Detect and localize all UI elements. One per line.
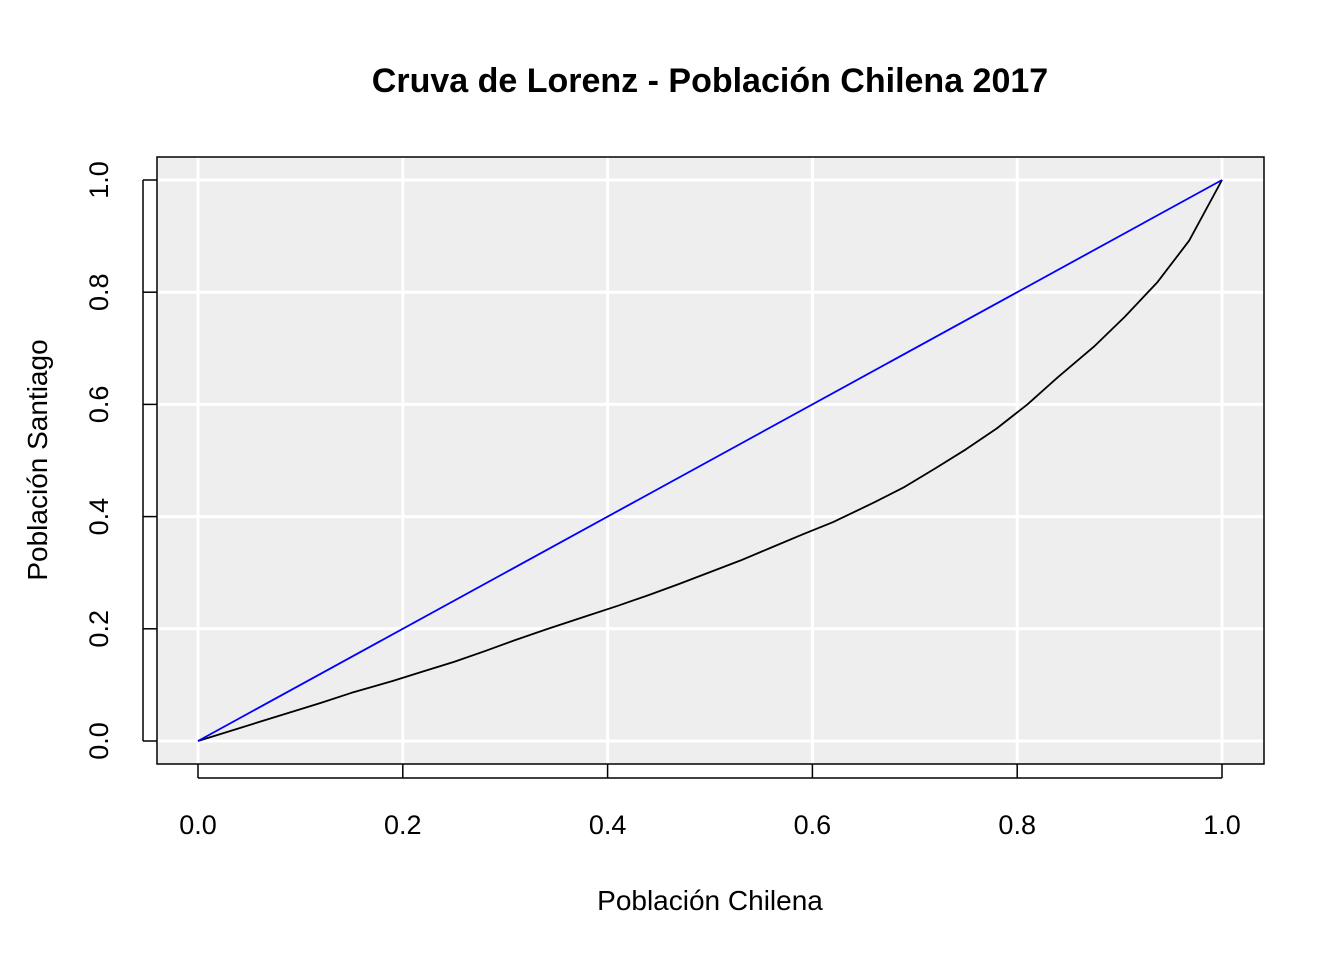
x-tick-label: 0.8 [998,810,1036,840]
plot-border [156,156,1265,765]
y-axis-label: Población Santiago [22,339,53,580]
y-axis: 0.0 0.2 0.4 0.6 0.8 1.0 [84,161,157,760]
y-tick-label: 0.6 [84,386,114,424]
grid-lines [157,157,1264,764]
x-tick-label: 0.2 [384,810,422,840]
chart-title: Cruva de Lorenz - Población Chilena 2017 [372,62,1048,100]
series-lines [197,179,1223,742]
x-axis-label: Población Chilena [597,885,823,916]
y-tick-label: 0.2 [84,610,114,648]
series-line-1 [197,179,1223,742]
y-tick-label: 0.4 [84,498,114,536]
series-line-0 [197,179,1223,742]
x-tick-label: 0.0 [179,810,217,840]
y-tick-label: 0.8 [84,273,114,311]
x-axis: 0.0 0.2 0.4 0.6 0.8 1.0 [179,764,1241,840]
y-tick-label: 0.0 [84,722,114,760]
x-tick-label: 0.4 [589,810,627,840]
y-tick-label: 1.0 [84,161,114,199]
x-tick-label: 1.0 [1203,810,1241,840]
x-tick-label: 0.6 [794,810,832,840]
